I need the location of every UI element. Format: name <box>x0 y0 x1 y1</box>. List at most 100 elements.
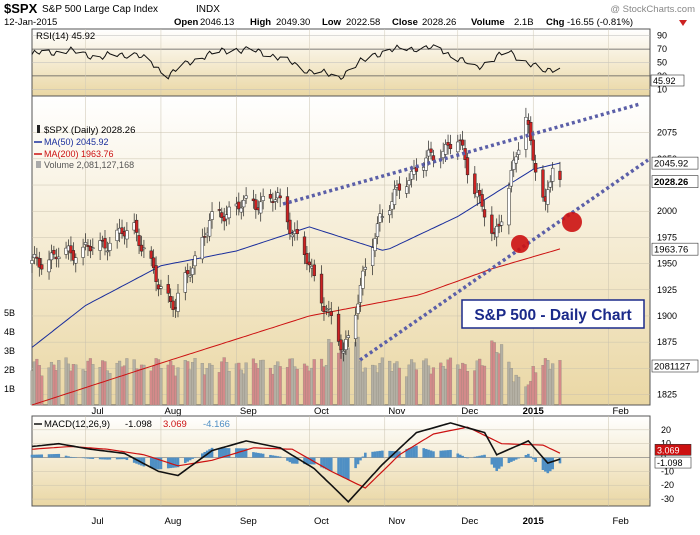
candle-body <box>533 163 538 173</box>
candle-body <box>524 116 528 150</box>
macd-legend-macd: -1.098 <box>125 419 152 430</box>
candle-body <box>392 188 397 205</box>
volume-bar <box>483 365 487 406</box>
macd-histogram-bar <box>325 457 328 470</box>
volume-bar <box>414 369 418 406</box>
macd-x-axis-label: Nov <box>388 516 405 527</box>
macd-x-axis-label: 2015 <box>523 516 545 527</box>
macd-histogram-bar <box>69 456 73 458</box>
candle-body <box>190 267 195 275</box>
candle-body <box>429 148 433 153</box>
macd-histogram-bar <box>174 457 177 468</box>
macd-histogram-bar <box>50 454 53 458</box>
candle-body <box>203 236 207 238</box>
macd-histogram-bar <box>475 456 479 458</box>
macd-histogram-bar <box>410 447 413 458</box>
macd-histogram-bar <box>422 448 426 458</box>
macd-x-axis-label: Oct <box>314 516 329 527</box>
open-value: 2046.13 <box>200 17 234 28</box>
candle-body <box>74 257 78 264</box>
low-value: 2022.58 <box>346 17 380 28</box>
macd-histogram-bar <box>497 457 501 469</box>
volume-bar <box>261 359 265 406</box>
candle-body <box>339 339 343 351</box>
x-axis-label: Feb <box>612 406 628 417</box>
macd-histogram-bar <box>546 457 550 474</box>
macd-histogram-bar <box>227 448 231 458</box>
macd-tick-label: -20 <box>661 480 674 490</box>
macd-histogram-bar <box>483 454 486 458</box>
macd-histogram-bar <box>132 457 136 463</box>
candle-body <box>290 234 294 238</box>
macd-histogram-bar <box>534 457 537 462</box>
macd-histogram-bar <box>390 451 394 458</box>
macd-histogram-bar <box>320 457 323 468</box>
candle-body <box>152 257 156 269</box>
macd-histogram-bar <box>237 448 241 458</box>
volume-tick-label: 1B <box>4 384 15 394</box>
close-label: Close <box>392 17 418 28</box>
volume-bar <box>551 363 555 406</box>
price-tick-label: 1875 <box>657 337 677 347</box>
candle-body <box>378 213 382 223</box>
macd-histogram-bar <box>188 457 192 461</box>
macd-histogram-bar <box>356 457 360 465</box>
macd-histogram-bar <box>354 457 357 469</box>
candle-body <box>375 223 380 237</box>
candle-body <box>529 121 533 141</box>
candle-body <box>465 157 470 176</box>
macd-histogram-bar <box>381 450 384 458</box>
price-tick-label: 1950 <box>657 259 677 269</box>
quote-bar: Open 2046.13 High 2049.30 Low 2022.58 Cl… <box>174 17 687 28</box>
candle-body <box>171 300 175 310</box>
legend-ma200: MA(200) 1963.76 <box>44 149 114 159</box>
macd-histogram-bar <box>463 457 467 458</box>
macd-histogram-bar <box>64 455 68 458</box>
volume-bar <box>210 364 214 406</box>
candle-body <box>356 303 360 314</box>
candle-body <box>361 270 365 289</box>
volume-bar <box>558 360 562 406</box>
macd-tick-label: -10 <box>661 466 674 476</box>
macd-last-label: 3.069 <box>657 445 680 455</box>
macd-histogram-bar <box>490 457 494 465</box>
upper-trendline <box>282 102 641 206</box>
volume-tick-label: 3B <box>4 346 15 356</box>
candle-body <box>273 199 277 202</box>
macd-histogram-bar <box>376 451 379 458</box>
macd-last-box <box>654 443 692 456</box>
macd-histogram-bar <box>271 455 275 458</box>
legend-volume: Volume 2,081,127,168 <box>44 160 134 170</box>
candle-body <box>103 238 107 249</box>
last-value-box <box>651 156 699 170</box>
macd-histogram-bar <box>541 457 545 470</box>
candle-body <box>344 339 348 350</box>
candle-body <box>244 195 248 199</box>
candle-body <box>81 246 85 258</box>
macd-last-box <box>654 456 692 469</box>
macd-histogram-bar <box>293 457 297 464</box>
annotation-text: S&P 500 - Daily Chart <box>474 307 631 324</box>
macd-histogram-bar <box>395 451 399 458</box>
macd-histogram-bar <box>183 457 187 464</box>
candle-body <box>210 211 214 220</box>
candle-body <box>268 194 273 199</box>
candle-body <box>64 247 68 255</box>
candle-body <box>490 214 494 234</box>
macd-histogram-bar <box>473 456 477 458</box>
volume-bar <box>159 368 163 406</box>
macd-histogram-bar <box>123 457 126 460</box>
close-value: 2028.26 <box>422 17 456 28</box>
x-axis-label: Oct <box>314 406 329 417</box>
macd-histogram-bar <box>118 457 121 460</box>
candle-body <box>142 247 146 250</box>
volume-bar <box>448 357 453 406</box>
macd-histogram-bar <box>120 457 124 460</box>
volume-bar <box>142 364 146 406</box>
candle-body <box>57 256 61 259</box>
candle-body <box>98 240 102 251</box>
macd-histogram-bar <box>256 452 260 458</box>
last-value-box <box>651 175 699 188</box>
macd-histogram-bar <box>322 457 326 469</box>
